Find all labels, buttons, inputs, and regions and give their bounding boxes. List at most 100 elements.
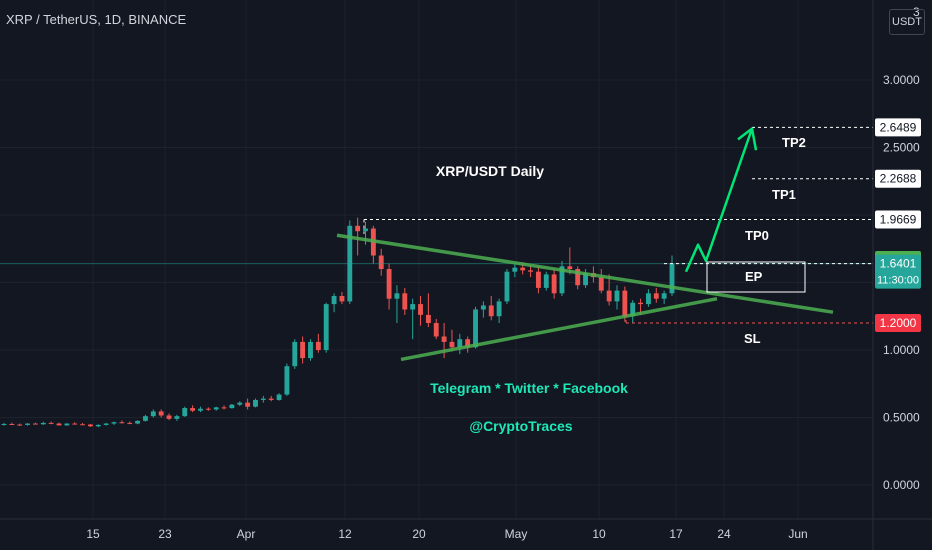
candle-body <box>315 341 321 350</box>
candle-body <box>323 304 329 350</box>
candle-body <box>158 411 164 416</box>
candle-body <box>276 394 282 400</box>
x-tick-label[interactable]: 10 <box>592 527 606 541</box>
price-tag-TP2[interactable] <box>875 118 921 137</box>
candle-body <box>245 402 251 407</box>
price-tag-TP1[interactable] <box>875 169 921 188</box>
candle-body <box>425 314 431 323</box>
candle-body <box>339 296 345 302</box>
x-tick-label[interactable]: 20 <box>412 527 426 541</box>
candle-body <box>386 269 392 299</box>
candle-body <box>630 302 636 317</box>
candle-body <box>661 293 667 299</box>
candle-body <box>300 341 306 359</box>
candle-body <box>72 423 78 425</box>
x-tick-label[interactable]: May <box>505 527 528 541</box>
candle-body <box>64 423 70 426</box>
x-tick-label[interactable]: 12 <box>338 527 352 541</box>
currency-badge[interactable]: USDT <box>889 9 925 35</box>
candle-body <box>606 290 612 302</box>
candle-body <box>95 424 101 427</box>
candle-body <box>480 305 486 310</box>
candle-body <box>103 423 109 425</box>
candle-body <box>80 424 86 426</box>
candle-body <box>213 407 219 410</box>
candle-body <box>441 336 447 342</box>
candle-body <box>253 399 258 407</box>
candle-body <box>17 424 23 426</box>
entry-zone-box <box>706 261 806 293</box>
lower-trendline <box>400 296 718 362</box>
candle-body <box>512 267 518 272</box>
x-tick-label[interactable]: 23 <box>158 527 172 541</box>
candle-body <box>378 255 384 269</box>
price-tag-TP0[interactable] <box>875 210 921 229</box>
candle-body <box>166 415 172 419</box>
x-tick-label[interactable]: Jun <box>788 527 807 541</box>
y-tick-label: 1.0000 <box>883 343 920 357</box>
candle-body <box>205 408 211 410</box>
candle-body <box>496 301 502 317</box>
x-tick-label[interactable]: 24 <box>717 527 731 541</box>
y-tick-label: 0.0000 <box>883 478 920 492</box>
candle-body <box>150 411 156 417</box>
candle-body <box>551 274 557 294</box>
price-tag-TP2-value: 2.6489 <box>880 120 917 134</box>
price-tag-TP0-value: 1.9669 <box>880 212 917 226</box>
price-tag-last[interactable] <box>875 254 921 289</box>
candle-body <box>465 339 471 348</box>
candle-body <box>457 339 463 348</box>
upper-trendline <box>336 233 834 314</box>
candle-body <box>543 274 549 288</box>
candle-body <box>190 408 196 411</box>
chart-title: XRP/USDT Daily <box>436 163 544 179</box>
candle-body <box>614 290 620 302</box>
handle-text: @CryptoTraces <box>469 418 572 434</box>
y-tick-label: 0.5000 <box>883 411 920 425</box>
x-tick-label[interactable]: 17 <box>669 527 683 541</box>
price-tag-SL[interactable] <box>875 314 921 332</box>
axis-top-label: 3 <box>913 5 920 19</box>
candle-body <box>622 290 628 317</box>
x-tick-label[interactable]: Apr <box>237 527 256 541</box>
candle-body <box>229 404 235 409</box>
candle-body <box>598 277 604 291</box>
price-tag-SL-value: 1.2000 <box>880 316 917 330</box>
price-tag-TP1-value: 2.2688 <box>880 172 917 186</box>
candle-body <box>488 305 494 317</box>
tp2-label: TP2 <box>782 135 806 150</box>
y-tick-label: 3.0000 <box>883 73 920 87</box>
candle-body <box>40 422 46 425</box>
price-axis[interactable]: 3.00002.50002.00001.50001.00000.50000.00… <box>872 0 921 550</box>
projection-arrow-icon <box>737 127 758 151</box>
candle-body <box>363 228 368 232</box>
candle-body <box>174 416 180 419</box>
candle-body <box>111 422 117 424</box>
candle-body <box>402 293 408 310</box>
ep-label: EP <box>745 269 763 284</box>
candle-body <box>418 304 423 315</box>
candle-body <box>504 271 510 302</box>
candle-body <box>559 266 565 294</box>
chart-grid <box>0 0 873 519</box>
candle-body <box>9 423 15 425</box>
candle-body <box>535 271 541 288</box>
symbol-title[interactable]: XRP / TetherUS, 1D, BINANCE <box>6 12 187 27</box>
candle-body <box>355 225 361 232</box>
candle-body <box>394 293 400 299</box>
candle-body <box>473 309 478 348</box>
x-tick-label[interactable]: 15 <box>86 527 100 541</box>
candle-body <box>237 402 243 405</box>
projection-path <box>684 128 754 273</box>
candle-body <box>410 304 416 310</box>
candle-body <box>127 422 133 424</box>
candle-body <box>638 302 644 305</box>
candle-body <box>1 423 7 425</box>
time-axis[interactable]: 15 23 Apr 12 20 May 10 17 24 Jun <box>0 518 932 541</box>
candle-body <box>653 293 659 299</box>
candle-body <box>284 366 290 395</box>
candle-body <box>308 341 313 359</box>
candle-body <box>669 263 675 294</box>
candle-body <box>268 398 274 400</box>
